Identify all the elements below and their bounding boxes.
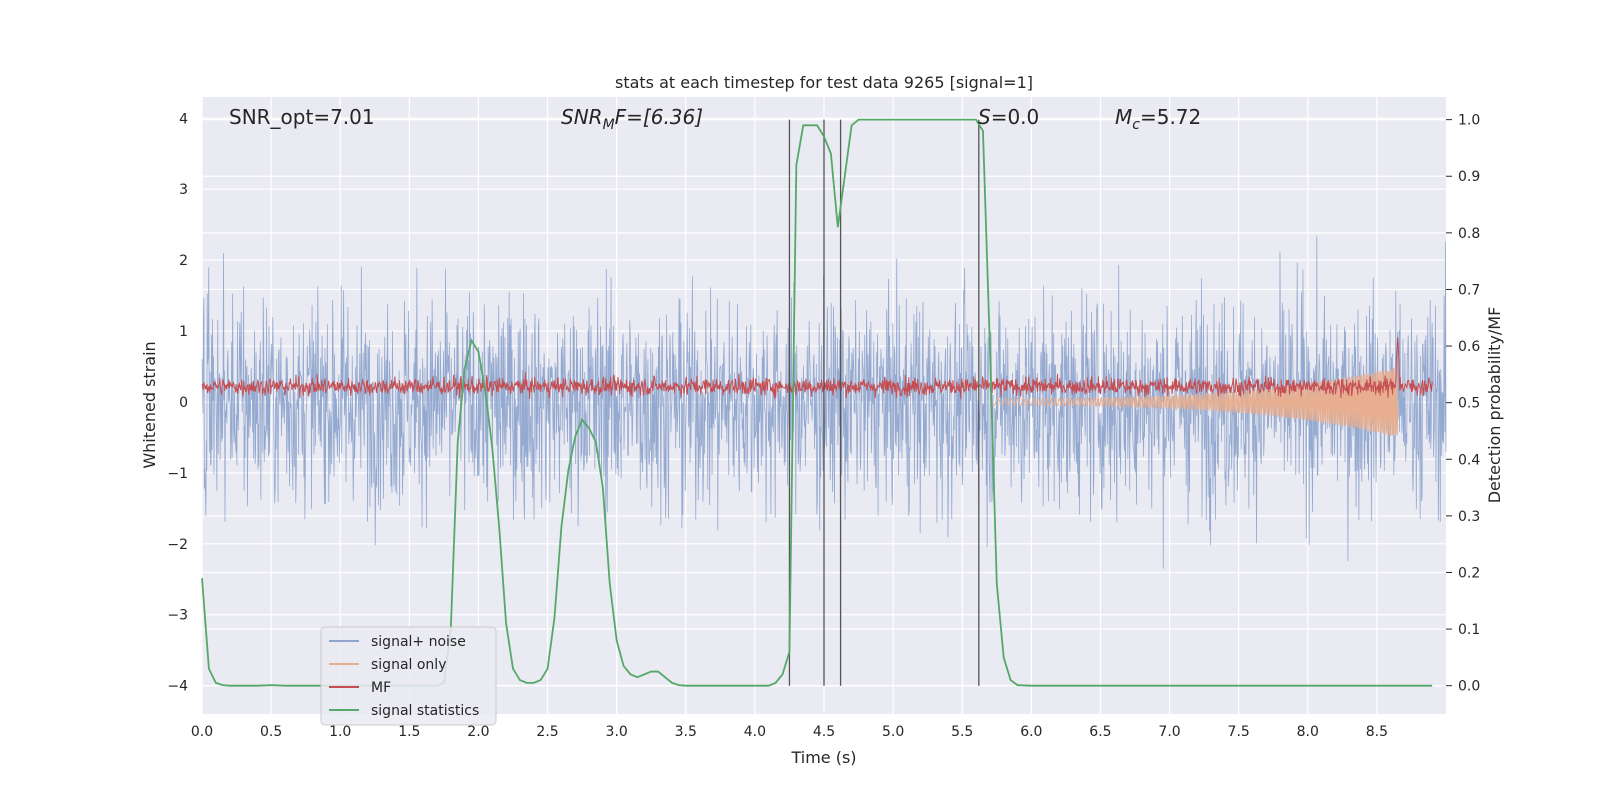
annotation-s-rest: =0.0 <box>991 105 1040 129</box>
x-tick-label: 7.5 <box>1228 724 1250 740</box>
y-right-tick-label: 0.5 <box>1458 396 1480 412</box>
x-tick-label: 1.0 <box>329 724 351 740</box>
y-axis-left-ticks: 4 3 2 1 0 −1 −2 −3 −4 <box>167 111 188 694</box>
y-axis-left-label: Whitened strain <box>140 341 159 468</box>
chart-title: stats at each timestep for test data 926… <box>615 73 1033 92</box>
signal-only-line <box>989 366 1399 436</box>
y-right-tick-label: 1.0 <box>1458 113 1480 129</box>
legend-label: MF <box>371 680 391 696</box>
y-right-tick-label: 0.9 <box>1458 169 1480 185</box>
x-axis-ticks: 0.0 0.5 1.0 1.5 2.0 2.5 3.0 3.5 4.0 4.5 5.0 5.5 6.0 6… <box>191 724 1388 740</box>
y-left-tick-label: 2 <box>179 253 188 269</box>
x-tick-label: 8.5 <box>1366 724 1388 740</box>
annotation-mc-sub: c <box>1132 117 1140 133</box>
y-right-tick-label: 0.6 <box>1458 339 1480 355</box>
x-tick-label: 4.5 <box>813 724 835 740</box>
annotation-snr-mf-sub: M <box>603 117 615 133</box>
legend-label: signal only <box>371 657 446 673</box>
y-right-tick-label: 0.0 <box>1458 679 1480 695</box>
x-tick-label: 3.0 <box>606 724 628 740</box>
y-left-tick-label: −1 <box>167 466 188 482</box>
annotation-s: S=0.0 <box>978 105 1039 129</box>
annotation-mc-rest: =5.72 <box>1140 105 1201 129</box>
legend: signal+ noise signal only MF signal statist… <box>320 626 497 726</box>
x-tick-label: 2.5 <box>536 724 558 740</box>
annotation-s-main: S <box>978 105 991 129</box>
signal-only-series <box>989 366 1399 436</box>
y-axis-right-ticks: 1.0 0.9 0.8 0.7 0.6 0.5 0.4 0.3 0.2 0.1 0.0 <box>1446 113 1480 695</box>
legend-label: signal+ noise <box>371 634 466 650</box>
x-tick-label: 4.0 <box>744 724 766 740</box>
y-left-tick-label: −2 <box>167 537 188 553</box>
x-tick-label: 3.5 <box>675 724 697 740</box>
annotation-snr-mf-rest: F=[6.36] <box>615 105 703 129</box>
legend-box <box>320 626 497 726</box>
y-axis-right-label: Detection probability/MF <box>1485 307 1504 504</box>
mf-series <box>201 337 1433 400</box>
annotation-snr-mf-main: SNR <box>561 105 603 129</box>
y-right-tick-label: 0.4 <box>1458 452 1480 468</box>
x-tick-label: 2.0 <box>467 724 489 740</box>
x-tick-label: 6.5 <box>1089 724 1111 740</box>
y-left-tick-label: 3 <box>179 182 188 198</box>
y-right-tick-label: 0.8 <box>1458 226 1480 242</box>
y-right-tick-label: 0.1 <box>1458 622 1480 638</box>
x-tick-label: 7.0 <box>1158 724 1180 740</box>
annotation-snr-opt: SNR_opt=7.01 <box>229 105 375 129</box>
y-left-tick-label: 0 <box>179 395 188 411</box>
x-tick-label: 1.5 <box>398 724 420 740</box>
mf-line <box>201 337 1433 400</box>
x-tick-label: 5.0 <box>882 724 904 740</box>
y-right-tick-label: 0.2 <box>1458 565 1480 581</box>
y-left-tick-label: −3 <box>167 608 188 624</box>
annotation-mc: Mc=5.72 <box>1115 105 1201 133</box>
x-axis-label: Time (s) <box>790 748 856 767</box>
y-left-tick-label: 1 <box>179 324 188 340</box>
annotation-snr-mf: SNRMF=[6.36] <box>561 105 703 133</box>
x-tick-label: 5.5 <box>951 724 973 740</box>
y-left-tick-label: −4 <box>167 679 188 695</box>
x-tick-label: 0.0 <box>191 724 213 740</box>
x-tick-label: 6.0 <box>1020 724 1042 740</box>
legend-label: signal statistics <box>371 703 479 719</box>
annotation-mc-main: M <box>1115 105 1132 129</box>
y-right-tick-label: 0.3 <box>1458 509 1480 525</box>
y-left-tick-label: 4 <box>179 111 188 127</box>
x-tick-label: 8.0 <box>1297 724 1319 740</box>
x-tick-label: 0.5 <box>260 724 282 740</box>
y-right-tick-label: 0.7 <box>1458 282 1480 298</box>
